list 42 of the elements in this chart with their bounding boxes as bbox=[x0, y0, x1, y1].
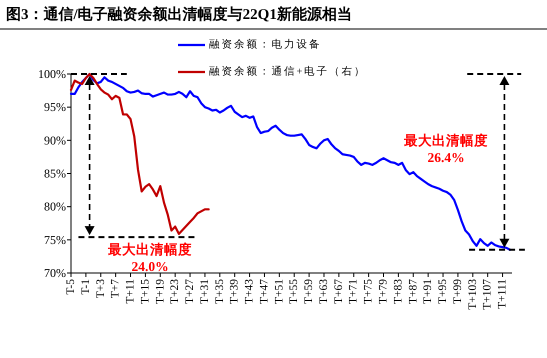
y-tick-label: 85% bbox=[44, 166, 66, 180]
x-tick-label: T+107 bbox=[482, 278, 494, 310]
x-tick-label: T+35 bbox=[214, 278, 226, 304]
y-tick-label: 95% bbox=[44, 100, 66, 114]
legend-label: 融资余额：电力设备 bbox=[209, 38, 322, 50]
x-tick-label: T+83 bbox=[392, 278, 404, 304]
x-tick-label: T-1 bbox=[80, 278, 92, 295]
y-tick-label: 70% bbox=[44, 266, 66, 280]
x-tick-label: T+75 bbox=[362, 278, 375, 304]
x-tick-label: T+59 bbox=[303, 278, 316, 304]
x-tick-label: T+67 bbox=[332, 278, 345, 304]
x-tick-label: T+103 bbox=[466, 278, 479, 310]
x-tick-label: T+63 bbox=[318, 278, 330, 304]
x-tick-label: T+79 bbox=[378, 278, 390, 304]
x-tick-label: T+27 bbox=[184, 278, 196, 304]
x-tick-label: T+23 bbox=[169, 278, 182, 304]
annotation: 最大出清幅度 26.4% bbox=[403, 132, 488, 165]
x-tick-label: T+91 bbox=[422, 278, 434, 304]
x-tick-label: T+99 bbox=[452, 278, 464, 304]
x-tick-label: T+55 bbox=[288, 278, 300, 304]
x-tick-label: T+95 bbox=[437, 278, 450, 304]
x-tick-label: T+87 bbox=[407, 278, 420, 304]
x-tick-label: T+7 bbox=[110, 278, 122, 298]
y-tick-label: 75% bbox=[44, 232, 66, 247]
x-tick-label: T+111 bbox=[496, 278, 509, 309]
x-tick-label: T-5 bbox=[65, 278, 77, 295]
legend-label: 融资余额：通信+电子（右） bbox=[209, 64, 366, 78]
x-tick-label: T+39 bbox=[228, 278, 241, 304]
x-tick-label: T+19 bbox=[154, 278, 166, 304]
y-tick-label: 80% bbox=[44, 200, 66, 214]
chart-title: 图3：通信/电子融资余额出清幅度与22Q1新能源相当 bbox=[6, 5, 352, 23]
x-tick-label: T+31 bbox=[198, 278, 211, 304]
x-tick-label: T+43 bbox=[244, 278, 256, 304]
x-tick-label: T+15 bbox=[139, 278, 152, 304]
y-tick-label: 90% bbox=[44, 133, 66, 148]
x-tick-label: T+3 bbox=[94, 278, 107, 298]
x-tick-label: T+51 bbox=[273, 278, 286, 304]
x-tick-label: T+71 bbox=[348, 278, 360, 304]
x-tick-label: T+47 bbox=[258, 278, 270, 304]
y-tick-label: 100% bbox=[38, 67, 66, 81]
x-tick-label: T+11 bbox=[124, 278, 137, 304]
annotation: 最大出清幅度 24.0% bbox=[107, 241, 192, 274]
